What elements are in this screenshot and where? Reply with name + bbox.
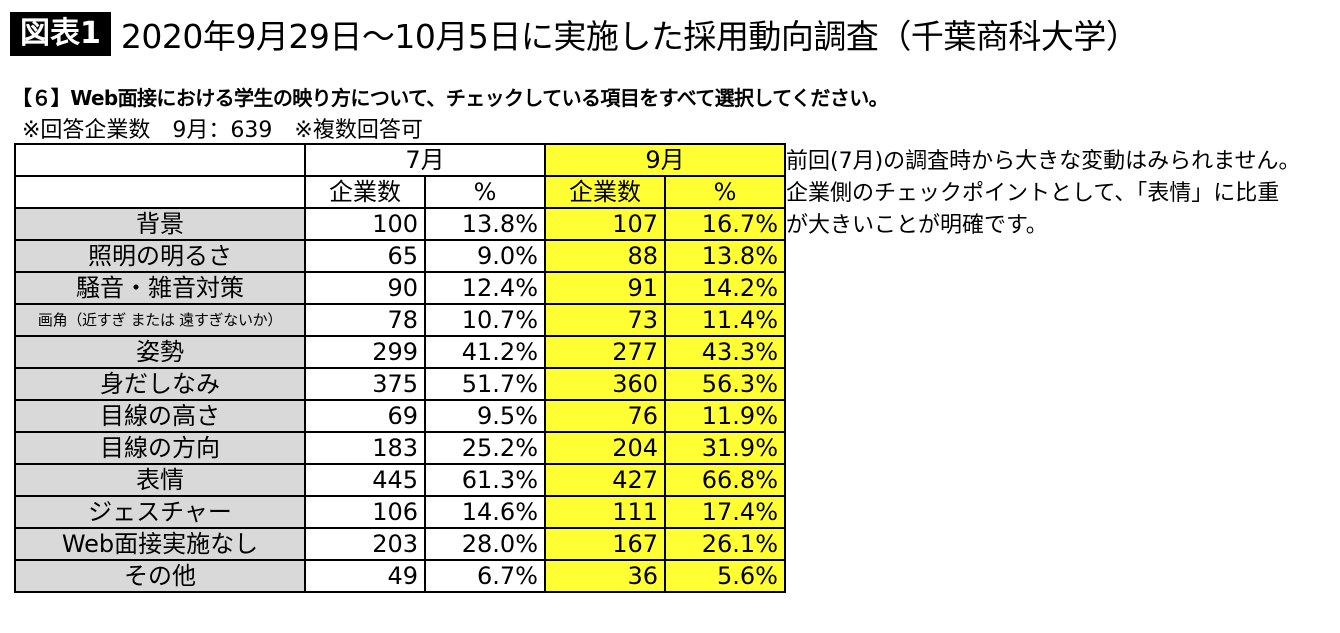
table-row: 騒音・雑音対策 90 12.4% 91 14.2% bbox=[14, 271, 786, 305]
july-percent-cell: 25.2% bbox=[424, 431, 546, 465]
september-percent-cell: 26.1% bbox=[664, 527, 786, 561]
july-percent-cell: 12.4% bbox=[424, 271, 546, 305]
july-percent-cell: 6.7% bbox=[424, 559, 546, 593]
page-title: 2020年9月29日～10月5日に実施した採用動向調査（千葉商科大学） bbox=[120, 17, 1139, 56]
table-row: 画角（近すぎ または 遠すぎないか） 78 10.7% 73 11.4% bbox=[14, 303, 786, 337]
table-row: 目線の高さ 69 9.5% 76 11.9% bbox=[14, 399, 786, 433]
july-count-cell: 375 bbox=[304, 367, 426, 401]
september-percent-cell: 56.3% bbox=[664, 367, 786, 401]
row-label: 照明の明るさ bbox=[14, 239, 306, 273]
survey-question: 【６】Web面接における学生の映り方について、チェックしている項目をすべて選択し… bbox=[12, 86, 889, 110]
sub-header-september-count: 企業数 bbox=[544, 175, 666, 209]
july-count-cell: 90 bbox=[304, 271, 426, 305]
row-label: 画角（近すぎ または 遠すぎないか） bbox=[14, 303, 306, 337]
title-row: 図表1 2020年9月29日～10月5日に実施した採用動向調査（千葉商科大学） bbox=[10, 6, 1139, 62]
july-count-cell: 78 bbox=[304, 303, 426, 337]
september-count-cell: 360 bbox=[544, 367, 666, 401]
respondent-note: ※回答企業数 9月：639 ※複数回答可 bbox=[22, 118, 423, 143]
row-label: 背景 bbox=[14, 207, 306, 241]
row-label: 身だしなみ bbox=[14, 367, 306, 401]
comment-line: 企業側のチェックポイントとして、「表情」に比重 bbox=[786, 181, 1280, 206]
table-row: その他 49 6.7% 36 5.6% bbox=[14, 559, 786, 593]
september-percent-cell: 11.4% bbox=[664, 303, 786, 337]
september-percent-cell: 31.9% bbox=[664, 431, 786, 465]
figure-label: 図表1 bbox=[10, 12, 111, 56]
july-count-cell: 100 bbox=[304, 207, 426, 241]
july-count-cell: 203 bbox=[304, 527, 426, 561]
row-label: 目線の方向 bbox=[14, 431, 306, 465]
group-header-september: 9月 bbox=[544, 143, 786, 177]
september-count-cell: 88 bbox=[544, 239, 666, 273]
september-percent-cell: 66.8% bbox=[664, 463, 786, 497]
july-count-cell: 69 bbox=[304, 399, 426, 433]
september-count-cell: 107 bbox=[544, 207, 666, 241]
september-count-cell: 427 bbox=[544, 463, 666, 497]
september-percent-cell: 16.7% bbox=[664, 207, 786, 241]
july-percent-cell: 61.3% bbox=[424, 463, 546, 497]
july-percent-cell: 51.7% bbox=[424, 367, 546, 401]
row-label: 騒音・雑音対策 bbox=[14, 271, 306, 305]
september-count-cell: 36 bbox=[544, 559, 666, 593]
group-header-july: 7月 bbox=[304, 143, 546, 177]
sub-header-july-count: 企業数 bbox=[304, 175, 426, 209]
july-percent-cell: 13.8% bbox=[424, 207, 546, 241]
july-percent-cell: 9.5% bbox=[424, 399, 546, 433]
july-count-cell: 106 bbox=[304, 495, 426, 529]
row-label: 姿勢 bbox=[14, 335, 306, 369]
table-row: 身だしなみ 375 51.7% 360 56.3% bbox=[14, 367, 786, 401]
september-count-cell: 167 bbox=[544, 527, 666, 561]
corner-cell bbox=[14, 175, 306, 209]
july-percent-cell: 9.0% bbox=[424, 239, 546, 273]
row-label: その他 bbox=[14, 559, 306, 593]
september-count-cell: 76 bbox=[544, 399, 666, 433]
corner-cell bbox=[14, 143, 306, 177]
july-count-cell: 65 bbox=[304, 239, 426, 273]
table-row: 照明の明るさ 65 9.0% 88 13.8% bbox=[14, 239, 786, 273]
row-label: 表情 bbox=[14, 463, 306, 497]
comment-line: が大きいことが明確です。 bbox=[786, 213, 1048, 238]
table-row: 表情 445 61.3% 427 66.8% bbox=[14, 463, 786, 497]
september-count-cell: 73 bbox=[544, 303, 666, 337]
september-percent-cell: 17.4% bbox=[664, 495, 786, 529]
july-percent-cell: 28.0% bbox=[424, 527, 546, 561]
sub-header-row: 企業数 % 企業数 % bbox=[14, 175, 786, 209]
table-row: 目線の方向 183 25.2% 204 31.9% bbox=[14, 431, 786, 465]
row-label: Web面接実施なし bbox=[14, 527, 306, 561]
september-count-cell: 111 bbox=[544, 495, 666, 529]
table-row: 姿勢 299 41.2% 277 43.3% bbox=[14, 335, 786, 369]
july-count-cell: 299 bbox=[304, 335, 426, 369]
september-percent-cell: 5.6% bbox=[664, 559, 786, 593]
september-percent-cell: 14.2% bbox=[664, 271, 786, 305]
july-percent-cell: 14.6% bbox=[424, 495, 546, 529]
july-percent-cell: 10.7% bbox=[424, 303, 546, 337]
july-percent-cell: 41.2% bbox=[424, 335, 546, 369]
september-percent-cell: 11.9% bbox=[664, 399, 786, 433]
table-row: Web面接実施なし 203 28.0% 167 26.1% bbox=[14, 527, 786, 561]
comment-line: 前回(7月)の調査時から大きな変動はみられません。 bbox=[786, 149, 1301, 174]
table-row: 背景 100 13.8% 107 16.7% bbox=[14, 207, 786, 241]
table-row: ジェスチャー 106 14.6% 111 17.4% bbox=[14, 495, 786, 529]
group-header-row: 7月 9月 bbox=[14, 143, 786, 177]
row-label: ジェスチャー bbox=[14, 495, 306, 529]
row-label: 目線の高さ bbox=[14, 399, 306, 433]
september-percent-cell: 43.3% bbox=[664, 335, 786, 369]
july-count-cell: 183 bbox=[304, 431, 426, 465]
july-count-cell: 445 bbox=[304, 463, 426, 497]
july-count-cell: 49 bbox=[304, 559, 426, 593]
september-count-cell: 204 bbox=[544, 431, 666, 465]
september-count-cell: 91 bbox=[544, 271, 666, 305]
survey-table: 7月 9月 企業数 % 企業数 % 背景 100 13.8% 107 16.7% 照明の明… bbox=[14, 143, 786, 593]
sub-header-september-percent: % bbox=[664, 175, 786, 209]
comment-box: 前回(7月)の調査時から大きな変動はみられません。 企業側のチェックポイントとし… bbox=[786, 146, 1301, 242]
sub-header-july-percent: % bbox=[424, 175, 546, 209]
september-count-cell: 277 bbox=[544, 335, 666, 369]
september-percent-cell: 13.8% bbox=[664, 239, 786, 273]
